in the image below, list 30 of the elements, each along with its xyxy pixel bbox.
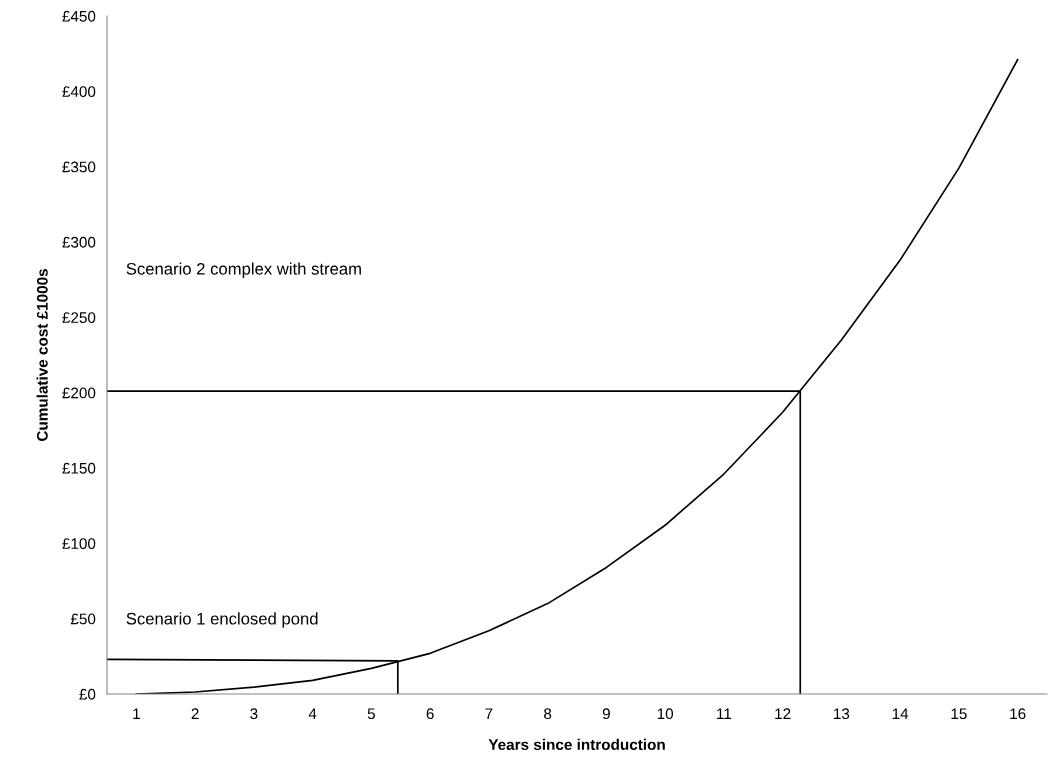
x-tick-label: 6	[426, 708, 434, 720]
x-tick-label: 7	[485, 708, 493, 719]
y-tick-label: £400	[62, 86, 96, 98]
x-tick-label: 5	[367, 708, 375, 720]
x-tick-label: 8	[544, 708, 552, 720]
y-tick-label: £100	[62, 538, 96, 550]
x-tick-label: 12	[775, 708, 791, 719]
x-tick-label: 4	[308, 708, 317, 719]
y-tick-label: £150	[62, 462, 96, 474]
x-tick-label: 3	[250, 708, 258, 720]
y-tick-label: £450	[62, 10, 96, 22]
y-tick-label: £200	[62, 387, 96, 399]
x-tick-label: 15	[951, 708, 967, 720]
annotation: Scenario 1 enclosed pond	[126, 612, 318, 628]
x-tick-label: 1	[133, 708, 140, 719]
y-tick-label: £0	[79, 688, 96, 700]
x-tick-label: 2	[191, 708, 199, 719]
x-tick-label: 13	[834, 708, 850, 720]
y-tick-label: £250	[62, 312, 96, 324]
x-axis-title: Years since introduction	[488, 738, 665, 751]
y-tick-label: £350	[62, 161, 96, 173]
x-tick-label: 14	[892, 708, 909, 719]
y-tick-label: £50	[70, 613, 96, 625]
x-tick-label: 11	[717, 708, 732, 719]
y-axis-title: Cumulative cost £1000s	[36, 269, 48, 441]
annotation: Scenario 2 complex with stream	[126, 262, 361, 279]
x-tick-label: 9	[602, 708, 610, 720]
x-tick-label: 16	[1010, 708, 1026, 720]
y-tick-label: £300	[62, 236, 96, 248]
x-tick-label: 10	[657, 708, 674, 720]
